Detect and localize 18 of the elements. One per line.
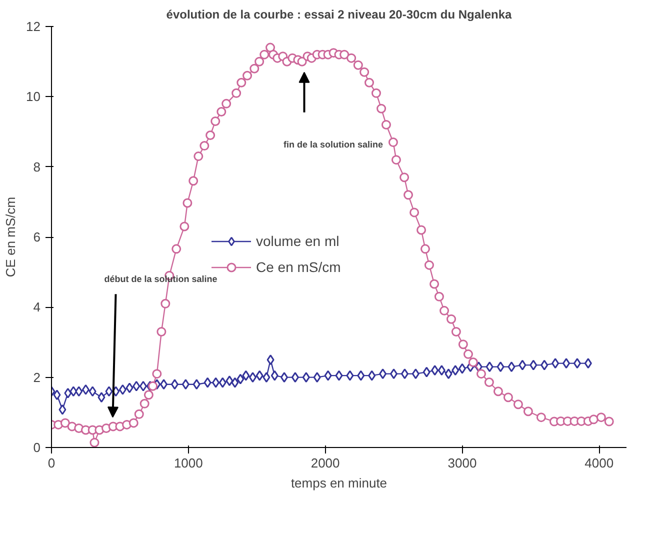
chart-title: évolution de la courbe : essai 2 niveau 20-30cm du Ngalenka — [166, 8, 512, 22]
y-tick-label: 0 — [33, 440, 41, 455]
y-axis-title: CE en mS/cm — [3, 196, 18, 278]
x-tick-label: 4000 — [584, 456, 614, 470]
legend-label: volume en ml — [256, 233, 340, 249]
legend-label: Ce en mS/cm — [256, 259, 341, 275]
annotation: fin de la solution saline — [283, 139, 384, 150]
y-tick-label: 4 — [33, 300, 41, 315]
y-tick-label: 8 — [33, 159, 41, 174]
x-axis-title: temps en minute — [290, 476, 388, 490]
x-tick-label: 0 — [48, 456, 56, 470]
y-tick-label: 10 — [26, 89, 41, 104]
y-tick-label: 6 — [33, 230, 41, 244]
x-tick-label: 3000 — [448, 456, 477, 470]
x-tick-label: 1000 — [174, 456, 203, 470]
y-tick-label: 12 — [26, 19, 41, 34]
y-tick-label: 2 — [33, 370, 41, 385]
x-tick-label: 2000 — [310, 456, 340, 470]
